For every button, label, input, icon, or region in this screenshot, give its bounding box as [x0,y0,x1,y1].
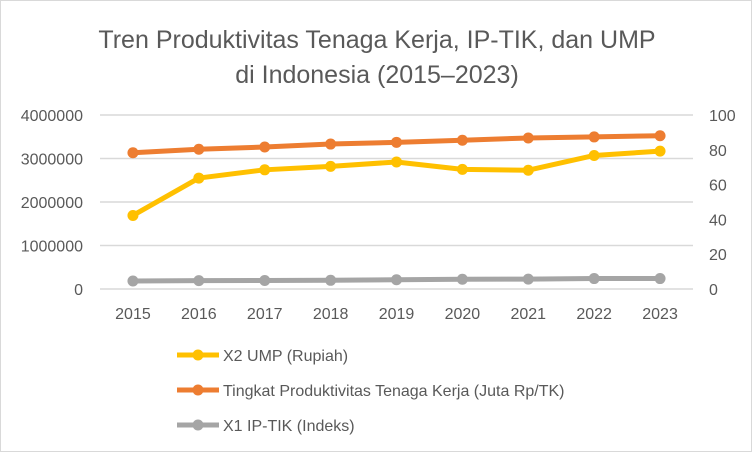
x-tick-label: 2020 [445,306,481,323]
y-right-tick-label: 100 [709,108,736,125]
data-point [325,160,337,172]
y-left-tick-label: 3000000 [21,152,83,169]
x-tick-label: 2019 [379,306,415,323]
data-point [391,274,402,286]
y-left-tick-label: 1000000 [21,239,83,256]
data-point [522,164,534,176]
x-tick-label: 2023 [642,306,678,323]
legend-marker [192,419,204,431]
data-point [456,163,468,175]
data-point [391,156,402,168]
y-right-tick-label: 60 [709,178,727,195]
y-left-tick-label: 2000000 [21,195,83,212]
data-point [325,138,337,150]
data-point [193,143,205,155]
data-point [588,131,600,143]
legend-label: Tingkat Produktivitas Tenaga Kerja (Juta… [223,383,565,400]
data-point [325,274,337,286]
data-point [127,147,139,159]
chart-title-line-1: Tren Produktivitas Tenaga Kerja, IP-TIK,… [98,26,655,54]
data-point [456,273,468,285]
x-tick-label: 2022 [576,306,612,323]
data-point [193,172,205,184]
data-point [259,274,271,286]
y-right-tick-label: 0 [709,282,718,299]
x-tick-label: 2016 [181,306,217,323]
legend-marker [192,349,204,361]
data-point [654,273,666,285]
data-point [588,149,600,161]
data-point [127,275,139,287]
legend-label: X2 UMP (Rupiah) [223,348,348,365]
data-point [654,130,666,142]
y-right-tick-label: 80 [709,143,727,160]
data-point [259,141,271,153]
data-point [522,132,534,144]
data-point [456,134,468,146]
data-point [654,145,666,157]
x-tick-label: 2015 [115,306,151,323]
data-point [522,273,534,285]
y-right-tick-label: 40 [709,212,727,229]
y-right-tick-label: 20 [709,247,727,264]
data-point [193,275,205,287]
x-tick-label: 2017 [247,306,283,323]
data-point [588,273,600,285]
legend-label: X1 IP-TIK (Indeks) [223,418,355,435]
data-point [259,164,271,176]
data-point [391,136,402,148]
data-point [127,209,139,221]
chart-title-line-2: di Indonesia (2015–2023) [235,61,519,89]
x-tick-label: 2018 [313,306,349,323]
legend-marker [192,384,204,396]
x-tick-label: 2021 [510,306,546,323]
y-left-tick-label: 0 [74,282,83,299]
y-left-tick-label: 4000000 [21,108,83,125]
